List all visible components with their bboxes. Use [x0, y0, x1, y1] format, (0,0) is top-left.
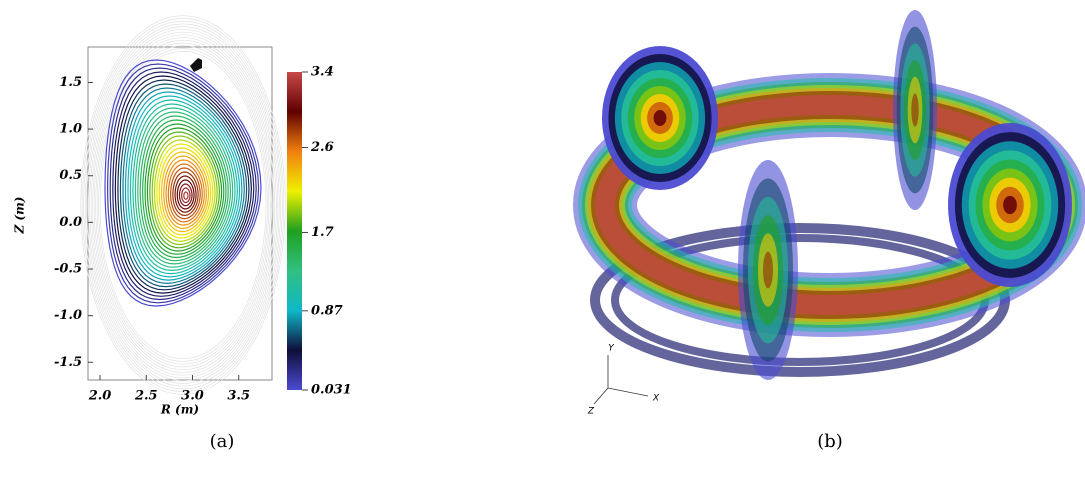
mesh-line [81, 18, 285, 392]
mesh-line [90, 34, 276, 376]
y-tick-label: 1.5 [59, 75, 82, 90]
y-tick-label: -1.0 [54, 308, 82, 323]
contour-line [181, 187, 191, 204]
contour-line [134, 107, 234, 268]
caption: (a) [210, 431, 235, 452]
contour-line [119, 83, 248, 288]
contour-line [165, 159, 205, 226]
contour-line [137, 111, 232, 265]
contour-line [176, 179, 195, 210]
x-tick-label: 3.5 [227, 389, 250, 404]
contour-line [174, 175, 197, 213]
contour-line [163, 155, 208, 230]
contour-line [129, 99, 238, 275]
panel-b: Y X Z (b) [573, 10, 1085, 452]
contour-line [112, 71, 255, 297]
contour-line [114, 75, 253, 294]
y-axis-label: Z (m) [13, 197, 27, 235]
y-tick-label: -1.5 [54, 355, 82, 370]
contour-line [156, 143, 214, 239]
contour-line [124, 91, 243, 281]
x-tick-label: 3.0 [181, 389, 204, 404]
panel-a: 2.0 2.5 3.0 3.5 1.5 1.0 0.5 0.0 -0.5 -1.0 -1.5 R (m… [13, 15, 352, 452]
contour-line [167, 163, 203, 223]
contour-line [109, 67, 257, 301]
mesh-line [92, 37, 274, 373]
contour-line [160, 151, 210, 233]
axis-label: X [652, 394, 660, 404]
coil [190, 58, 202, 72]
x-tick-label: 2.5 [134, 389, 158, 404]
x-tick-label: 2.0 [88, 389, 112, 404]
colorbar-tick-label: 1.7 [311, 225, 334, 240]
contour-line [158, 147, 212, 236]
contour-line [153, 139, 216, 242]
colorbar [287, 72, 302, 390]
mesh-line [96, 45, 270, 365]
contour-line [183, 191, 189, 200]
contour-line [172, 171, 199, 217]
contour-line [151, 135, 218, 246]
cross-section [911, 93, 919, 127]
y-tick-label: 0.0 [59, 215, 82, 230]
contour-line [106, 63, 260, 304]
mesh-line [87, 29, 279, 381]
contour-line [132, 103, 236, 272]
axis-x [607, 387, 649, 397]
cross-section [763, 251, 773, 289]
axis-label: Z [587, 407, 595, 417]
mesh-line [80, 15, 286, 395]
y-tick-label: 1.0 [59, 122, 82, 137]
colorbar-tick-label: 0.87 [311, 303, 343, 318]
contour-line [144, 123, 225, 255]
contour-line [178, 183, 193, 207]
mesh-line [83, 20, 283, 390]
colorbar-tick-label: 2.6 [310, 140, 334, 155]
contour-line [142, 119, 227, 259]
contour-line [146, 127, 223, 252]
mesh-line [98, 48, 268, 362]
mesh-line [89, 31, 277, 379]
contour-line [122, 87, 245, 285]
contour-line [139, 115, 229, 262]
y-tick-label: 0.5 [59, 168, 82, 183]
x-axis-label: R (m) [160, 403, 199, 417]
cross-section [653, 110, 667, 126]
contour-line [127, 95, 241, 278]
mesh-line [86, 26, 280, 384]
contour-line [149, 131, 221, 249]
mesh-line [95, 42, 271, 368]
colorbar-tick-label: 0.031 [311, 383, 352, 398]
cross-section [1003, 195, 1017, 215]
contour-line [104, 59, 262, 307]
mesh-line [84, 23, 282, 387]
axis-label: Y [608, 344, 615, 354]
contour-line [169, 167, 201, 220]
colorbar-tick-label: 3.4 [311, 65, 334, 80]
axis-z [593, 387, 609, 405]
mesh-line [93, 40, 273, 370]
caption: (b) [817, 431, 843, 452]
mesh-line [99, 51, 267, 359]
y-tick-label: -0.5 [54, 262, 82, 277]
contour-line [117, 79, 250, 291]
